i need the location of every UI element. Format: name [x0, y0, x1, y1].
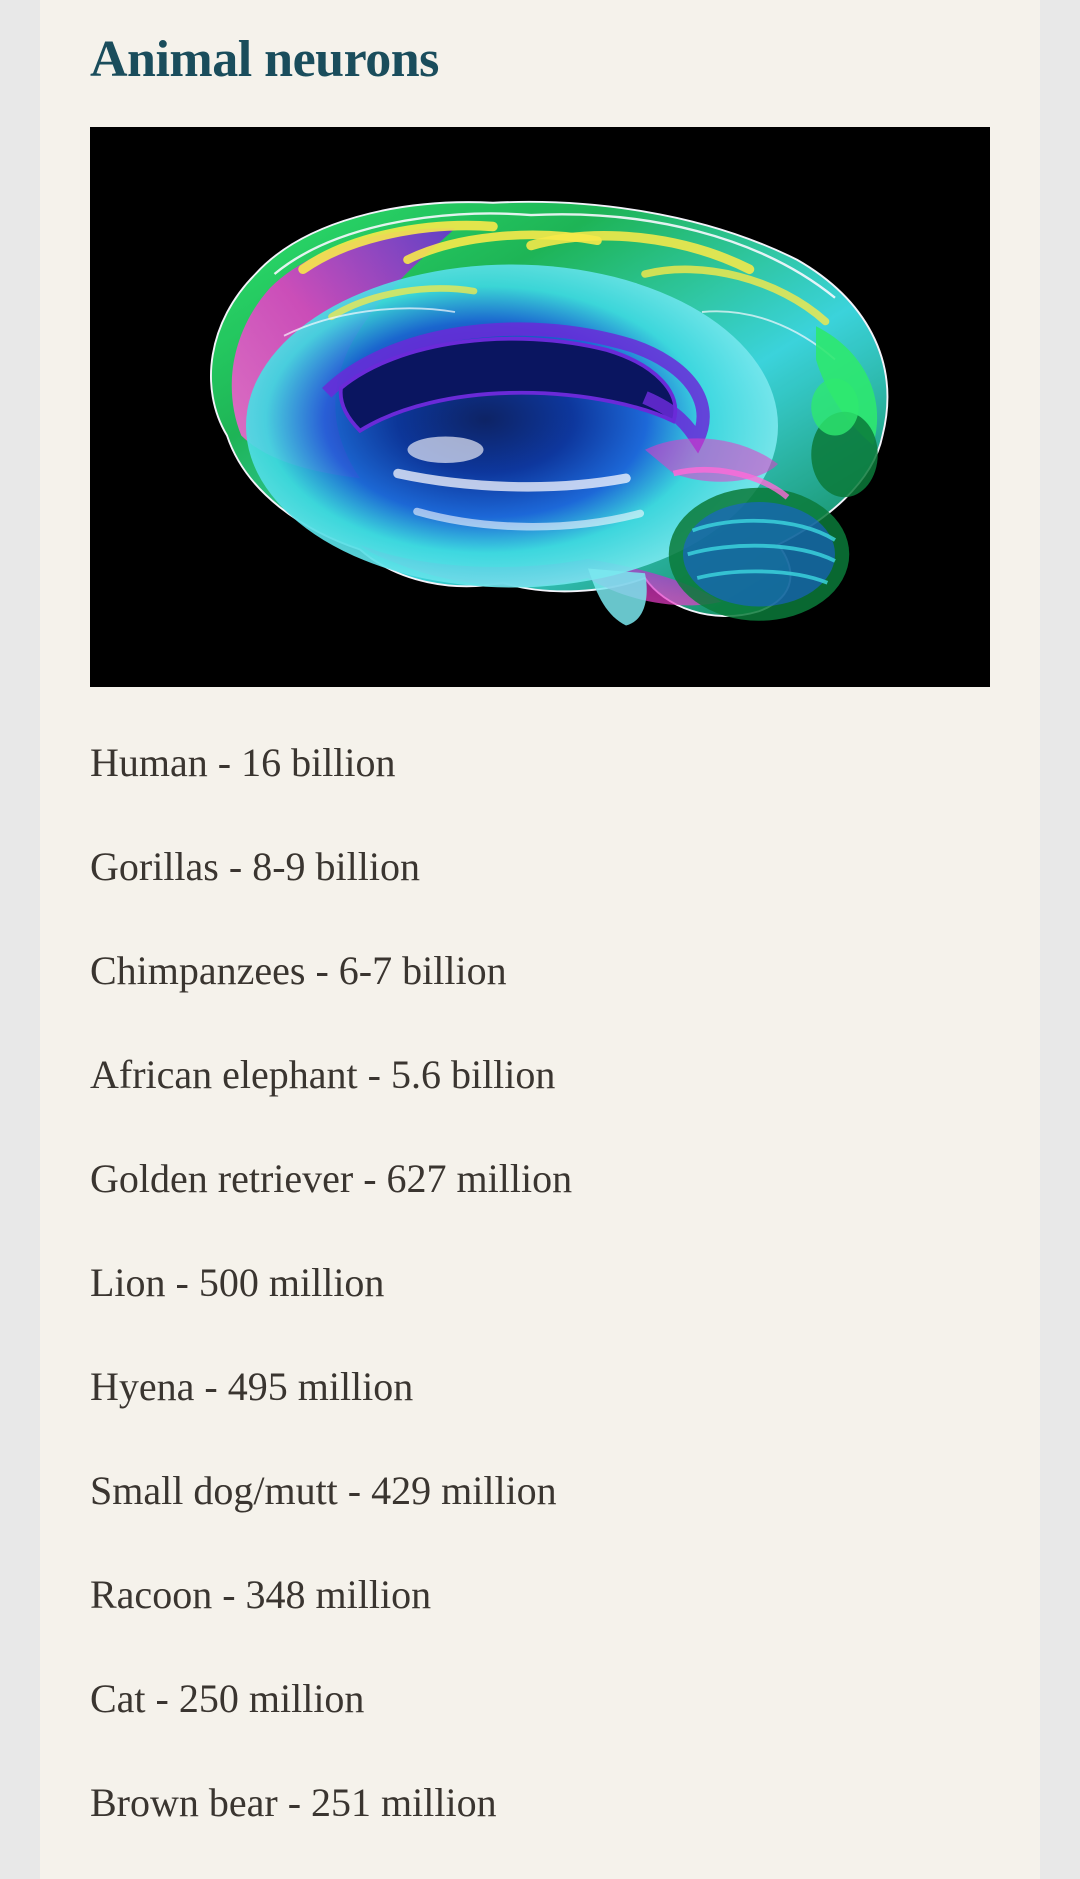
list-item: Cat - 250 million — [90, 1673, 990, 1777]
list-item: Brown bear - 251 million — [90, 1777, 990, 1849]
list-item: Racoon - 348 million — [90, 1569, 990, 1673]
brain-scan-image — [90, 127, 990, 687]
list-item: Human - 16 billion — [90, 737, 990, 841]
list-item: Golden retriever - 627 million — [90, 1153, 990, 1257]
content-card: Animal neurons — [40, 0, 1040, 1879]
brain-svg — [113, 141, 968, 673]
list-item: Lion - 500 million — [90, 1257, 990, 1361]
list-item: Gorillas - 8-9 billion — [90, 841, 990, 945]
list-item: Hyena - 495 million — [90, 1361, 990, 1465]
list-item: Small dog/mutt - 429 million — [90, 1465, 990, 1569]
page-title: Animal neurons — [90, 0, 990, 127]
neuron-list: Human - 16 billion Gorillas - 8-9 billio… — [90, 737, 990, 1849]
list-item: Chimpanzees - 6-7 billion — [90, 945, 990, 1049]
list-item: African elephant - 5.6 billion — [90, 1049, 990, 1153]
